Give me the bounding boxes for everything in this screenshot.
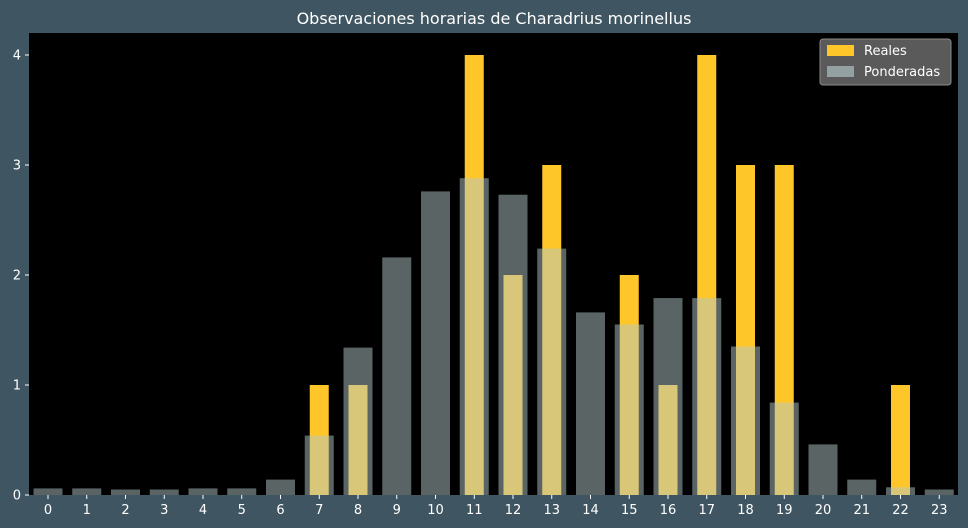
x-tick-label-5: 5 <box>238 503 246 518</box>
x-tick-label-13: 13 <box>543 503 560 518</box>
plot-area <box>29 33 958 495</box>
x-tick-label-15: 15 <box>621 503 638 518</box>
x-tick-label-22: 22 <box>892 503 909 518</box>
bar-ponderadas-1 <box>72 488 102 495</box>
x-tick-label-20: 20 <box>815 503 832 518</box>
y-tick-label-4: 4 <box>13 49 21 64</box>
y-axis: 0 1 2 3 4 <box>13 49 29 504</box>
x-tick-label-8: 8 <box>354 503 362 518</box>
series-ponderadas <box>33 178 954 495</box>
x-tick-label-1: 1 <box>83 503 91 518</box>
bar-ponderadas-3 <box>149 489 179 495</box>
x-tick-label-0: 0 <box>44 503 52 518</box>
y-tick-label-2: 2 <box>13 269 21 284</box>
x-axis: 0 1 2 3 4 5 6 7 8 9 10 11 12 13 14 15 16 17 18 19 20 21 22 23 <box>44 495 948 518</box>
bar-ponderadas-0 <box>33 488 63 495</box>
y-tick-label-1: 1 <box>13 379 21 394</box>
x-tick-label-14: 14 <box>582 503 599 518</box>
x-tick-label-12: 12 <box>505 503 522 518</box>
x-tick-label-17: 17 <box>698 503 715 518</box>
bar-ponderadas-9 <box>382 257 412 495</box>
bar-ponderadas-4 <box>188 488 218 495</box>
bar-ponderadas-7 <box>304 435 334 495</box>
x-tick-label-18: 18 <box>737 503 754 518</box>
x-tick-label-21: 21 <box>853 503 870 518</box>
y-tick-label-3: 3 <box>13 159 21 174</box>
bar-ponderadas-6 <box>266 479 295 495</box>
bar-ponderadas-12 <box>498 194 528 495</box>
legend-swatch-reales <box>827 45 854 56</box>
y-tick-label-0: 0 <box>13 489 21 504</box>
chart-title: Observaciones horarias de Charadrius mor… <box>297 9 692 28</box>
bar-ponderadas-22 <box>886 487 915 495</box>
bar-ponderadas-2 <box>111 489 140 495</box>
x-tick-label-4: 4 <box>199 503 207 518</box>
bar-ponderadas-14 <box>576 312 605 495</box>
x-tick-label-7: 7 <box>315 503 323 518</box>
bar-ponderadas-20 <box>808 444 838 495</box>
bar-ponderadas-5 <box>227 488 257 495</box>
bar-ponderadas-13 <box>537 248 567 495</box>
x-tick-label-23: 23 <box>931 503 948 518</box>
x-tick-label-11: 11 <box>466 503 483 518</box>
bar-ponderadas-18 <box>731 346 760 495</box>
x-tick-label-3: 3 <box>160 503 168 518</box>
legend-label-ponderadas: Ponderadas <box>864 65 940 80</box>
x-tick-label-9: 9 <box>393 503 401 518</box>
legend-label-reales: Reales <box>864 44 907 59</box>
bar-ponderadas-23 <box>924 489 954 495</box>
bar-ponderadas-19 <box>769 402 799 495</box>
bar-ponderadas-8 <box>343 347 373 495</box>
x-tick-label-10: 10 <box>427 503 444 518</box>
bar-ponderadas-10 <box>421 191 450 495</box>
bar-ponderadas-17 <box>692 298 722 495</box>
bar-ponderadas-15 <box>614 324 644 495</box>
x-tick-label-2: 2 <box>121 503 129 518</box>
legend: Reales Ponderadas <box>819 38 952 86</box>
bar-ponderadas-16 <box>653 298 683 495</box>
legend-swatch-ponderadas <box>827 66 854 77</box>
bar-ponderadas-11 <box>459 178 489 495</box>
x-tick-label-19: 19 <box>776 503 793 518</box>
x-tick-label-16: 16 <box>660 503 677 518</box>
x-tick-label-6: 6 <box>276 503 284 518</box>
bar-reales-22 <box>891 385 910 495</box>
bar-ponderadas-21 <box>847 479 877 495</box>
